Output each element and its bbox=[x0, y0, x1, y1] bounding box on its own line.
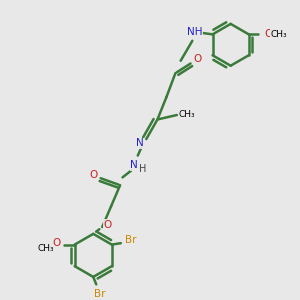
Text: O: O bbox=[103, 220, 112, 230]
Text: O: O bbox=[264, 29, 272, 39]
Text: N: N bbox=[136, 138, 144, 148]
Text: CH₃: CH₃ bbox=[37, 244, 54, 253]
Text: CH₃: CH₃ bbox=[270, 30, 287, 39]
Text: O: O bbox=[90, 170, 98, 180]
Text: CH₃: CH₃ bbox=[178, 110, 195, 119]
Text: Br: Br bbox=[94, 289, 106, 299]
Text: N: N bbox=[130, 160, 138, 170]
Text: H: H bbox=[140, 164, 147, 174]
Text: O: O bbox=[193, 54, 201, 64]
Text: O: O bbox=[52, 238, 61, 248]
Text: NH: NH bbox=[187, 27, 203, 37]
Text: Br: Br bbox=[124, 235, 136, 245]
